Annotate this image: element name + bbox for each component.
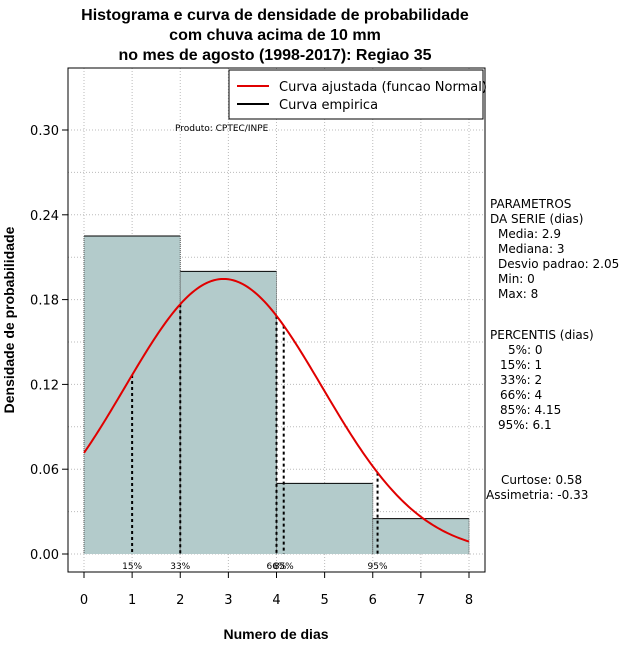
- stats-kurtosis: Curtose: 0.58: [501, 473, 582, 487]
- histogram-bars: [83, 235, 470, 554]
- stats-percentis-line: 66%: 4: [500, 388, 542, 402]
- x-tick-label: 4: [272, 593, 280, 608]
- stats-percentis-line: 33%: 2: [500, 373, 542, 387]
- stats-percentis-line: 95%: 6.1: [498, 418, 552, 432]
- percentile-marker-label: 15%: [122, 562, 142, 572]
- product-note: Produto: CPTEC/INPE: [175, 124, 269, 134]
- normal-curve-group: [83, 277, 470, 543]
- y-tick-label: 0.06: [30, 463, 59, 478]
- stats-parametros-line: Min: 0: [498, 272, 535, 286]
- stats-percentis-line: 15%: 1: [500, 358, 542, 372]
- y-tick-label: 0.18: [30, 294, 59, 309]
- percentile-markers: 15% 33% 66%85% 95%: [122, 304, 388, 572]
- percentile-marker-label: 85%: [274, 562, 294, 572]
- y-tick-label: 0.24: [30, 209, 59, 224]
- percentile-marker-label: 95%: [368, 562, 388, 572]
- title-line: com chuva acima de 10 mm: [169, 27, 381, 44]
- y-tick-label: 0.12: [30, 378, 59, 393]
- stats-percentis-line: PERCENTIS (dias): [490, 328, 594, 342]
- legend-box: [228, 69, 484, 120]
- normal-curve-line: [83, 277, 470, 543]
- stats-percentis-line: 5%: 0: [508, 343, 543, 357]
- title-line: Histograma e curva de densidade de proba…: [81, 7, 469, 24]
- y-axis-title: Densidade de probabilidade: [1, 226, 17, 413]
- histogram-bar: [276, 483, 373, 554]
- axes: 0 1 2 3 4 5 6 7 8 0.00 0.06 0.12 0.18 0.24 0.30 Numero …: [1, 124, 473, 642]
- stats-parametros-line: PARAMETROS: [490, 197, 571, 211]
- legend: Curva ajustada (funcao Normal) Curva empi…: [228, 69, 487, 120]
- x-tick-label: 7: [417, 593, 425, 608]
- y-tick-label: 0.00: [30, 548, 59, 563]
- stats-skewness: Assimetria: -0.33: [486, 488, 588, 502]
- legend-entry: Curva empirica: [279, 98, 378, 113]
- percentile-marker-label: 33%: [170, 562, 190, 572]
- stats-parametros-line: DA SERIE (dias): [490, 212, 583, 226]
- x-axis-title: Numero de dias: [223, 626, 328, 642]
- x-tick-label: 8: [465, 593, 473, 608]
- stats-parametros-line: Max: 8: [498, 287, 538, 301]
- x-tick-label: 5: [320, 593, 328, 608]
- x-tick-label: 3: [224, 593, 232, 608]
- x-tick-label: 0: [80, 593, 88, 608]
- title-line: no mes de agosto (1998-2017): Regiao 35: [119, 47, 432, 64]
- x-tick-label: 6: [369, 593, 377, 608]
- legend-entry: Curva ajustada (funcao Normal): [279, 80, 487, 95]
- chart-title: Histograma e curva de densidade de proba…: [81, 7, 469, 64]
- stats-parametros-line: Mediana: 3: [498, 242, 565, 256]
- y-tick-label: 0.30: [30, 124, 59, 139]
- percentile-marker-label: 66%: [266, 562, 286, 572]
- stats-parametros-line: Desvio padrao: 2.05: [498, 257, 619, 271]
- stats-percentis-line: 85%: 4.15: [500, 403, 561, 417]
- histogram-bar: [180, 271, 277, 554]
- x-tick-label: 2: [176, 593, 184, 608]
- stats-parametros-line: Media: 2.9: [498, 227, 561, 241]
- x-tick-label: 1: [128, 593, 136, 608]
